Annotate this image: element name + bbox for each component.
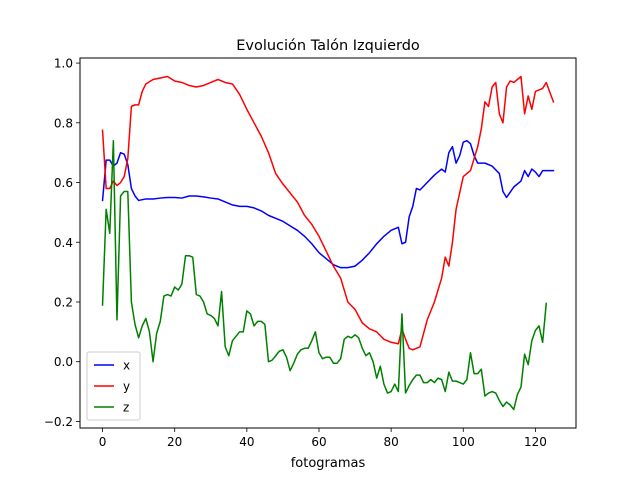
y-tick-label: −0.2 <box>44 415 73 429</box>
y-tick-label: 0.0 <box>54 355 73 369</box>
series-line-z <box>101 139 548 411</box>
chart-title: Evolución Talón Izquierdo <box>236 38 420 54</box>
y-tick-label: 0.6 <box>54 176 73 190</box>
y-tick-label: 0.2 <box>54 295 73 309</box>
y-tick-label: 0.8 <box>54 116 73 130</box>
legend-label-x: x <box>123 359 130 373</box>
x-tick-label: 60 <box>311 435 326 449</box>
x-tick-label: 20 <box>167 435 182 449</box>
legend-label-z: z <box>123 401 129 415</box>
x-tick-label: 0 <box>99 435 107 449</box>
x-tick-label: 120 <box>524 435 547 449</box>
x-tick-label: 100 <box>452 435 475 449</box>
axes-frame <box>79 57 577 429</box>
x-axis-label: fotogramas <box>291 456 366 471</box>
x-tick-label: 40 <box>239 435 254 449</box>
series-line-x <box>101 139 555 269</box>
y-tick-label: 0.4 <box>54 236 73 250</box>
legend: xyz <box>86 351 141 421</box>
legend-label-y: y <box>123 380 130 394</box>
x-axis: 0 20 40 60 80 100 120 <box>99 428 547 449</box>
x-tick-label: 80 <box>383 435 398 449</box>
y-tick-label: 1.0 <box>54 57 73 71</box>
series-line-y <box>101 75 555 351</box>
plot-area <box>101 75 555 411</box>
y-axis: −0.2 0.0 0.2 0.4 0.6 0.8 1.0 <box>44 57 80 429</box>
